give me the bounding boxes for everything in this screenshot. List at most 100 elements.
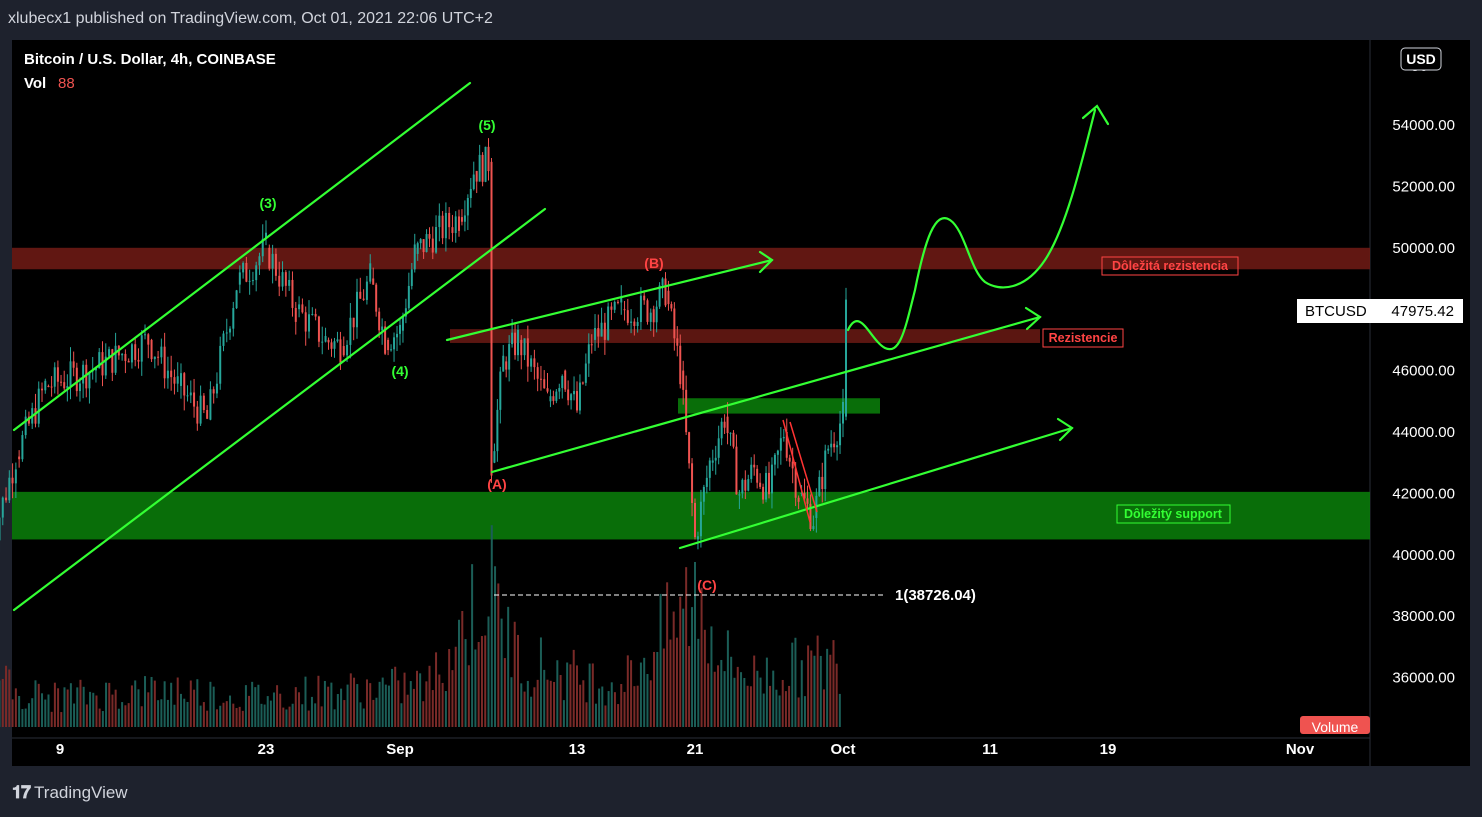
volume-bar-29 (79, 679, 82, 727)
zone-3[interactable] (678, 398, 880, 414)
volume-bar-34 (95, 695, 98, 727)
candle-body-270 (833, 443, 836, 448)
candle-body-110 (346, 344, 349, 356)
candle-body-170 (530, 358, 533, 367)
wave-label-a: (A) (487, 476, 506, 492)
candle-body-148 (463, 215, 466, 222)
candle-body-117 (369, 263, 372, 282)
volume-bar-38 (108, 682, 111, 727)
candle-body-119 (375, 284, 378, 312)
resistance-main-label: Dôležitá rezistencia (1112, 259, 1229, 273)
wave-label-4: (4) (391, 363, 408, 379)
volume-bar-62 (186, 701, 189, 727)
volume-bar-165 (517, 634, 519, 727)
volume-bar-175 (549, 680, 552, 727)
volume-bar-239 (756, 670, 759, 727)
candle-body-207 (646, 300, 649, 322)
support-label-box (1116, 504, 1231, 524)
volume-tag (1300, 716, 1370, 734)
volume-bar-83 (254, 687, 257, 727)
candle-body-34 (98, 352, 101, 369)
candle-body-45 (134, 344, 137, 360)
volume-bar-208 (656, 651, 659, 727)
candle-body-217 (676, 338, 679, 346)
candle-body-74 (229, 328, 232, 333)
volume-bar-71 (215, 709, 218, 727)
projection-path[interactable] (846, 108, 1097, 351)
volume-bar-200 (630, 660, 633, 727)
candle-body-96 (301, 304, 304, 313)
volume-bar-42 (121, 702, 124, 727)
abc-upper-line[interactable] (445, 258, 774, 342)
candle-body-273 (842, 401, 844, 424)
symbol-title[interactable]: Bitcoin / U.S. Dollar, 4h, COINBASE (24, 51, 276, 68)
candle-body-50 (150, 339, 153, 360)
candle-body-175 (546, 388, 549, 392)
volume-bar-167 (523, 691, 526, 727)
volume-bar-147 (458, 619, 460, 727)
volume-bar-35 (98, 708, 101, 727)
rising-channel-line[interactable] (490, 315, 1042, 474)
candle-body-220 (685, 389, 688, 433)
candle-body-190 (590, 344, 593, 346)
candle-body-58 (176, 376, 179, 384)
candle-body-141 (441, 215, 444, 239)
support-trend-line[interactable] (678, 426, 1074, 550)
volume-legend-label[interactable]: Vol (24, 75, 46, 92)
volume-bar-79 (241, 710, 244, 727)
candle-body-134 (419, 239, 422, 244)
volume-bar-204 (643, 657, 646, 727)
candle-body-101 (317, 316, 320, 342)
candle-body-127 (399, 324, 401, 334)
volume-bar-159 (497, 583, 500, 727)
volume-bar-179 (562, 700, 565, 727)
volume-bar-173 (543, 669, 546, 727)
candle-body-258 (797, 497, 800, 502)
volume-bar-108 (333, 709, 336, 727)
candle-body-250 (773, 454, 776, 465)
volume-bar-250 (791, 642, 794, 727)
volume-bar-227 (717, 665, 720, 727)
candle-body-15 (37, 388, 40, 424)
candle-body-176 (549, 396, 552, 402)
volume-bar-139 (431, 690, 434, 727)
candle-body-274 (845, 299, 847, 417)
candle-body-248 (768, 472, 770, 495)
candle-body-254 (785, 432, 788, 458)
resistance-label: Rezistencie (1049, 331, 1118, 345)
volume-bar-132 (409, 681, 412, 727)
currency-button[interactable] (1400, 47, 1442, 71)
time-tick-6: 11 (982, 741, 998, 758)
volume-bar-220 (694, 561, 696, 727)
volume-bar-199 (626, 655, 629, 727)
candle-body-103 (324, 336, 327, 342)
candle-body-229 (711, 460, 714, 463)
volume-bar-112 (346, 684, 349, 727)
volume-bar-181 (569, 664, 572, 727)
candle-body-126 (396, 333, 399, 338)
candle-body-182 (567, 389, 570, 401)
candle-body-65 (199, 395, 202, 424)
candle-body-94 (294, 307, 297, 322)
volume-bar-230 (726, 630, 729, 727)
price-tick-7: 40000.00 (1392, 547, 1455, 564)
volume-bar-98 (301, 704, 304, 727)
volume-bar-135 (419, 673, 422, 727)
candle-body-266 (821, 476, 824, 490)
channel-upper-line[interactable] (12, 81, 472, 432)
volume-bar-121 (375, 697, 378, 727)
volume-bar-244 (772, 670, 775, 727)
candle-body-213 (664, 278, 667, 306)
volume-bar-30 (82, 686, 85, 727)
volume-bar-55 (163, 681, 166, 727)
volume-bar-264 (835, 663, 838, 727)
brand-name: TradingView (34, 782, 128, 802)
candle-body-93 (291, 279, 294, 308)
zone-0[interactable] (12, 247, 1370, 270)
volume-bar-253 (800, 660, 803, 727)
candle-body-144 (451, 227, 454, 234)
volume-bar-77 (235, 708, 238, 727)
channel-lower-line[interactable] (12, 207, 547, 612)
zone-2[interactable] (12, 491, 1370, 540)
